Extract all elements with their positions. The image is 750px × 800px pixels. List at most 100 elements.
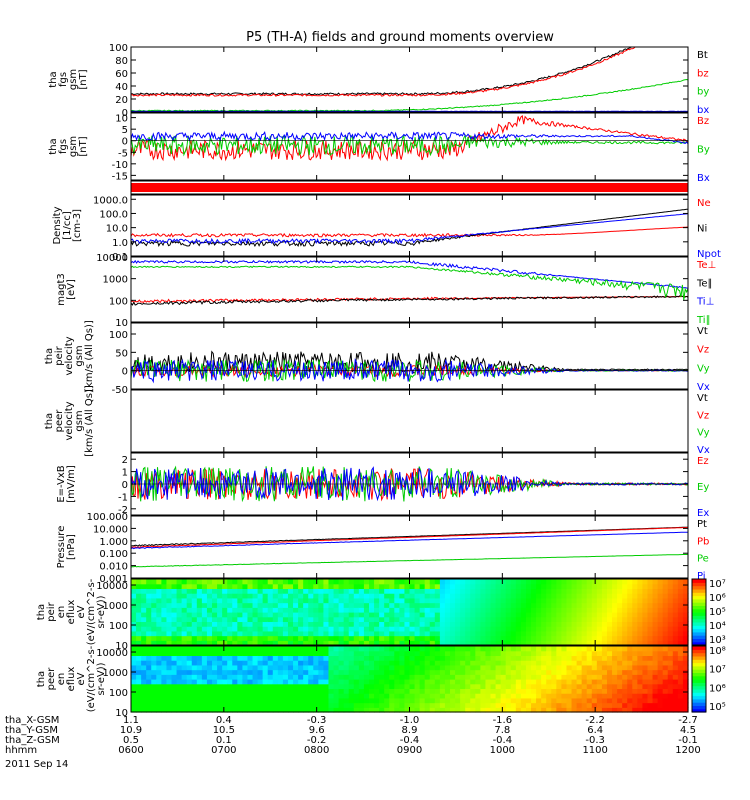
spectrogram-cell xyxy=(242,602,249,608)
spectrogram-cell xyxy=(399,583,406,590)
spectrogram-cell xyxy=(267,597,274,604)
spectrogram-cell xyxy=(409,612,416,618)
spectrogram-cell xyxy=(485,579,492,585)
spectrogram-cell xyxy=(434,674,441,680)
y-axis-label: sr-eV)) xyxy=(96,662,107,695)
spectrogram-cell xyxy=(480,679,487,685)
spectrogram-cell xyxy=(191,697,198,704)
spectrogram-cell xyxy=(632,635,638,641)
spectrogram-cell xyxy=(495,669,502,675)
spectrogram-cell xyxy=(262,597,269,604)
spectrogram-cell xyxy=(586,588,593,594)
spectrogram-cell xyxy=(353,702,360,708)
time-tick-label: 0700 xyxy=(211,745,236,756)
spectrogram-cell xyxy=(682,702,689,708)
legend-by: by xyxy=(697,87,709,98)
spectrogram-cell xyxy=(323,650,330,657)
spectrogram-cell xyxy=(166,640,173,646)
spectrogram-cell xyxy=(166,579,173,585)
spectrogram-cell xyxy=(399,612,406,618)
spectrogram-cell xyxy=(181,635,188,641)
spectrogram-cell xyxy=(136,707,142,713)
spectrogram-cell xyxy=(272,693,279,699)
spectrogram-cell xyxy=(612,635,618,641)
legend-ex: Ex xyxy=(697,508,709,519)
spectrogram-cell xyxy=(525,630,532,637)
spectrogram-cell xyxy=(186,679,193,685)
spectrogram-cell xyxy=(181,588,188,594)
spectrogram-cell xyxy=(242,630,249,637)
spectrogram-cell xyxy=(612,630,618,637)
spectrogram-cell xyxy=(576,630,583,637)
spectrogram-cell xyxy=(252,702,259,708)
spectrogram-cell xyxy=(368,679,375,685)
spectrogram-cell xyxy=(201,597,208,604)
spectrogram-cell xyxy=(541,660,547,666)
spectrogram-cell xyxy=(612,588,618,594)
spectrogram-cell xyxy=(444,646,451,652)
spectrogram-cell xyxy=(399,655,406,661)
spectrogram-cell xyxy=(247,655,254,661)
spectrogram-cell xyxy=(531,646,537,652)
spectrogram-cell xyxy=(617,593,623,599)
spectrogram-cell xyxy=(358,616,365,623)
spectrogram-cell xyxy=(546,674,552,680)
spectrogram-cell xyxy=(424,660,431,666)
spectrogram-cell xyxy=(237,607,243,613)
spectrogram-cell xyxy=(419,588,426,594)
spectrogram-cell xyxy=(429,612,436,618)
spectrogram-cell xyxy=(242,664,249,671)
spectrogram-cell xyxy=(404,679,411,685)
spectrogram-cell xyxy=(672,640,679,646)
spectrogram-cell xyxy=(313,707,319,713)
spectrogram-cell xyxy=(282,579,289,585)
spectrogram-cell xyxy=(141,646,147,652)
spectrogram-cell xyxy=(546,679,552,685)
spectrogram-cell xyxy=(480,669,487,675)
spectrogram-cell xyxy=(617,679,623,685)
spectrogram-cell xyxy=(222,674,228,680)
spectrogram-cell xyxy=(566,588,573,594)
spectrogram-cell xyxy=(596,593,603,599)
spectrogram-cell xyxy=(298,697,304,704)
spectrogram-cell xyxy=(242,702,249,708)
spectrogram-cell xyxy=(232,626,238,632)
spectrogram-cell xyxy=(191,579,198,585)
spectrogram-cell xyxy=(328,650,335,657)
spectrogram-cell xyxy=(379,630,385,637)
spectrogram-cell xyxy=(419,650,426,657)
spectrogram-cell xyxy=(136,683,142,690)
spectrogram-cell xyxy=(561,583,568,590)
spectrogram-cell xyxy=(186,579,193,585)
spectrogram-cell xyxy=(247,583,254,590)
spectrogram-cell xyxy=(156,612,162,618)
spectrogram-cell xyxy=(363,593,370,599)
spectrogram-cell xyxy=(465,612,471,618)
spectrogram-cell xyxy=(267,683,274,690)
spectrogram-cell xyxy=(333,646,340,652)
spectrogram-cell xyxy=(181,669,188,675)
spectrogram-cell xyxy=(586,593,593,599)
spectrogram-cell xyxy=(206,697,213,704)
spectrogram-cell xyxy=(515,597,522,604)
spectrogram-cell xyxy=(313,702,319,708)
spectrogram-cell xyxy=(591,655,598,661)
spectrogram-cell xyxy=(394,626,400,632)
spectrogram-cell xyxy=(374,583,380,590)
spectrogram-cell xyxy=(171,621,178,627)
spectrogram-cell xyxy=(536,602,542,608)
y-axis-label: tha xyxy=(44,413,55,429)
spectrogram-cell xyxy=(495,588,502,594)
spectrogram-cell xyxy=(363,626,370,632)
spectrogram-cell xyxy=(601,597,608,604)
spectrogram-cell xyxy=(657,616,664,623)
spectrogram-cell xyxy=(672,683,679,690)
spectrogram-cell xyxy=(500,588,507,594)
spectrogram-cell xyxy=(348,707,355,713)
spectrogram-cell xyxy=(450,602,456,608)
spectrogram-cell xyxy=(237,650,243,657)
spectrogram-cell xyxy=(196,612,203,618)
spectrogram-cell xyxy=(262,702,269,708)
spectrogram-cell xyxy=(566,679,573,685)
spectrogram-cell xyxy=(298,650,304,657)
